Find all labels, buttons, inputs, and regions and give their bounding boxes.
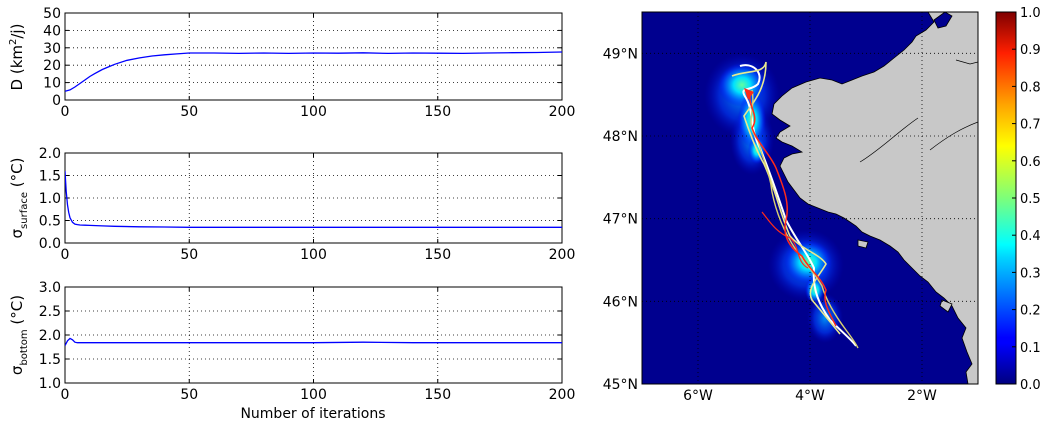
colorbar-tick-label: 0.4 (1020, 229, 1040, 244)
track-red (749, 93, 837, 327)
panel-sigma-surface-grid (65, 153, 562, 243)
x-tick-label: 0 (61, 387, 70, 403)
y-tick-label: 1.5 (39, 352, 61, 368)
map-lon-label: 4°W (795, 388, 825, 404)
y-tick-label: 20 (43, 58, 61, 74)
map-lon-label: 6°W (683, 388, 713, 404)
sigma-bottom-ylabel: σbottom (°C) (8, 295, 30, 375)
panel-diffusion-frame (64, 12, 563, 101)
panel-sigma-surface-ticks: 0 50 100 150 200 0.0 0.5 1.0 1.5 2.0 (39, 146, 576, 263)
colorbar-tick-label: 0.3 (1020, 266, 1040, 281)
map-lat-label: 49°N (603, 46, 638, 62)
colorbar-tick-label: 0.5 (1020, 192, 1040, 207)
x-tick-label: 50 (180, 387, 198, 403)
island (939, 299, 953, 313)
y-tick-label: 1.0 (39, 191, 61, 207)
panel-sigma-bottom-grid (65, 287, 562, 383)
coast-inlet (933, 12, 953, 29)
colorbar-ticks: 0.0 0.1 0.2 0.3 0.4 0.5 0.6 0.7 0.8 0.9 1.0 (1012, 6, 1040, 393)
y-tick-label: 3.0 (39, 280, 61, 296)
map-panel: 6°W 4°W 2°W 45°N 46°N 47°N 48°N 49°N (603, 11, 979, 404)
map-lat-label: 45°N (603, 377, 638, 393)
colorbar-tick-label: 0.7 (1020, 118, 1040, 133)
iterations-xlabel: Number of iterations (240, 406, 385, 422)
x-tick-label: 150 (424, 247, 451, 263)
x-tick-label: 100 (300, 247, 327, 263)
panel-diffusion-grid (65, 13, 562, 100)
y-tick-label: 50 (43, 6, 61, 22)
map-lat-label: 47°N (603, 212, 638, 228)
map-lat-label: 46°N (603, 294, 638, 310)
colorbar-tick-label: 0.1 (1020, 341, 1040, 356)
track-end-marker (744, 88, 754, 100)
x-tick-label: 50 (180, 104, 198, 120)
y-tick-label: 1.0 (39, 376, 61, 392)
x-tick-label: 200 (549, 247, 576, 263)
river-line (929, 121, 978, 151)
y-tick-label: 40 (43, 23, 61, 39)
x-tick-label: 150 (424, 387, 451, 403)
x-tick-label: 50 (180, 247, 198, 263)
x-tick-label: 200 (549, 104, 576, 120)
x-tick-label: 0 (61, 247, 70, 263)
y-tick-label: 2.0 (39, 146, 61, 162)
map-axis-ticks: 6°W 4°W 2°W 45°N 46°N 47°N 48°N 49°N (603, 46, 937, 404)
map-lat-label: 48°N (603, 129, 638, 145)
diffusion-ylabel: D (km2/j) (8, 24, 26, 91)
x-tick-label: 100 (300, 387, 327, 403)
colorbar-tick-label: 0.8 (1020, 80, 1040, 95)
x-tick-label: 150 (424, 104, 451, 120)
panel-sigma-bottom: 0 50 100 150 200 1.0 1.5 2.0 2.5 3.0 σbottom (°C)… (8, 280, 575, 422)
y-tick-label: 30 (43, 41, 61, 57)
y-tick-label: 0.0 (39, 236, 61, 252)
sigma-surface-series-line (65, 170, 562, 228)
map-frame (641, 11, 979, 385)
track-white (739, 64, 857, 347)
sigma-surface-ylabel: σsurface (°C) (8, 158, 30, 239)
island (857, 239, 869, 249)
x-tick-label: 200 (549, 387, 576, 403)
panel-sigma-surface: 0 50 100 150 200 0.0 0.5 1.0 1.5 2.0 σsurface (°C… (8, 146, 575, 263)
y-tick-label: 2.5 (39, 304, 61, 320)
colorbar-tick-label: 1.0 (1020, 6, 1040, 21)
colorbar-tick-label: 0.6 (1020, 155, 1040, 170)
map-area (642, 12, 978, 384)
panel-sigma-bottom-ticks: 0 50 100 150 200 1.0 1.5 2.0 2.5 3.0 (39, 280, 576, 403)
x-tick-label: 0 (61, 104, 70, 120)
colorbar-tick-label: 0.9 (1020, 43, 1040, 58)
sigma-bottom-series-line (65, 337, 562, 346)
y-tick-label: 0.5 (39, 214, 61, 230)
y-tick-label: 1.5 (39, 169, 61, 185)
colorbar-tick-label: 0.2 (1020, 304, 1040, 319)
river-line (955, 59, 978, 65)
y-tick-label: 2.0 (39, 328, 61, 344)
map-gridlines (642, 12, 978, 384)
x-tick-label: 100 (300, 104, 327, 120)
track-yellow (731, 61, 841, 335)
map-lon-label: 2°W (907, 388, 937, 404)
colorbar: 0.0 0.1 0.2 0.3 0.4 0.5 0.6 0.7 0.8 0.9 1.0 (995, 6, 1040, 393)
river-line (859, 117, 919, 163)
track-red-secondary (761, 211, 809, 269)
y-tick-label: 10 (43, 76, 61, 92)
colorbar-tick-label: 0.0 (1020, 378, 1040, 393)
drifter-tracks (731, 61, 859, 349)
diffusion-series-line (65, 51, 562, 92)
y-tick-label: 0 (52, 93, 61, 109)
